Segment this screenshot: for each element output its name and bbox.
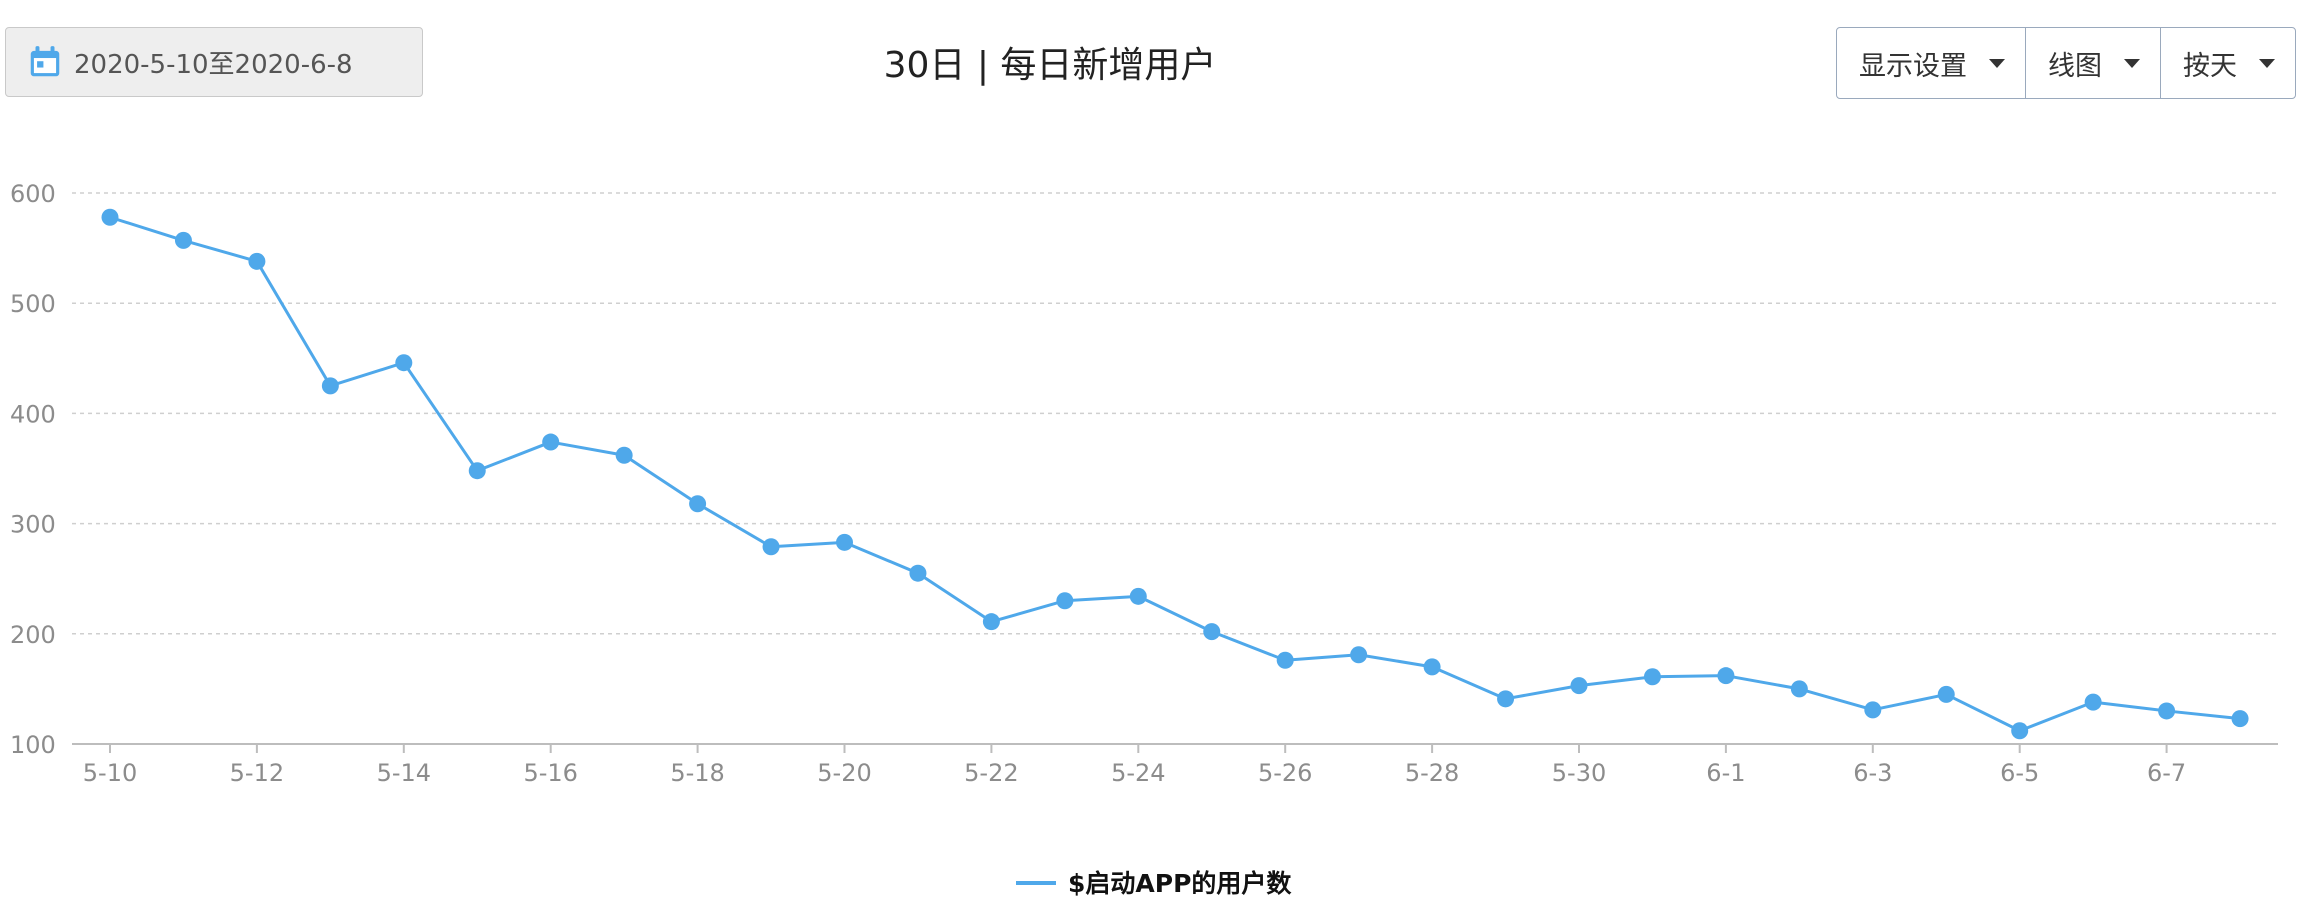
y-tick-label: 500 <box>10 290 56 318</box>
x-tick-label: 6-3 <box>1853 759 1892 787</box>
chart-type-label: 线图 <box>2048 50 2102 82</box>
data-point[interactable] <box>2231 710 2249 728</box>
data-point[interactable] <box>689 495 707 513</box>
chart-title: 30日 | 每日新增用户 <box>883 45 1217 86</box>
x-tick-label: 5-18 <box>670 759 724 787</box>
data-point[interactable] <box>248 252 266 270</box>
x-tick-label: 5-20 <box>817 759 871 787</box>
y-tick-label: 400 <box>10 400 56 428</box>
series-line <box>109 215 2241 733</box>
data-point[interactable] <box>1643 668 1661 686</box>
chevron-down-icon <box>2124 58 2140 68</box>
data-point[interactable] <box>762 538 780 556</box>
x-tick-label: 6-5 <box>2000 759 2039 787</box>
data-point[interactable] <box>1497 690 1515 708</box>
data-point[interactable] <box>1056 592 1074 610</box>
data-point[interactable] <box>2011 722 2029 740</box>
data-point[interactable] <box>1717 667 1735 685</box>
x-tick-label: 5-30 <box>1552 759 1606 787</box>
data-point[interactable] <box>615 446 633 464</box>
x-tick-label: 6-7 <box>2147 759 2186 787</box>
data-point[interactable] <box>101 208 119 226</box>
date-range-label: 2020-5-10至2020-6-8 <box>74 49 353 80</box>
chart-controls: 显示设置 线图 按天 <box>1836 27 2296 99</box>
data-point[interactable] <box>1864 701 1882 719</box>
data-point[interactable] <box>1937 685 1955 703</box>
display-settings-label: 显示设置 <box>1859 50 1967 82</box>
data-point[interactable] <box>174 231 192 249</box>
data-point[interactable] <box>909 564 927 582</box>
y-tick-label: 600 <box>10 180 56 208</box>
data-point[interactable] <box>1350 646 1368 664</box>
data-point[interactable] <box>2084 693 2102 711</box>
data-point[interactable] <box>836 533 853 551</box>
calendar-icon <box>30 46 60 77</box>
y-tick-label: 200 <box>10 621 56 649</box>
x-tick-label: 5-14 <box>377 759 431 787</box>
x-tick-label: 5-28 <box>1405 759 1459 787</box>
display-settings-dropdown[interactable]: 显示设置 <box>1837 28 2025 98</box>
data-point[interactable] <box>982 613 1000 631</box>
x-tick-label: 5-24 <box>1111 759 1165 787</box>
x-tick-label: 5-10 <box>83 759 137 787</box>
chevron-down-icon <box>1989 58 2005 68</box>
x-tick-label: 5-22 <box>964 759 1018 787</box>
granularity-dropdown[interactable]: 按天 <box>2160 28 2295 98</box>
y-tick-label: 100 <box>10 731 56 759</box>
chevron-down-icon <box>2259 58 2275 68</box>
data-point[interactable] <box>321 377 339 395</box>
data-point[interactable] <box>2158 702 2176 720</box>
x-tick-label: 5-12 <box>230 759 284 787</box>
legend-item[interactable]: $启动APP的用户数 <box>1016 869 1292 898</box>
data-point[interactable] <box>1203 623 1221 641</box>
x-tick-label: 5-26 <box>1258 759 1312 787</box>
x-tick-label: 6-1 <box>1706 759 1745 787</box>
data-point[interactable] <box>1790 680 1808 698</box>
chart-type-dropdown[interactable]: 线图 <box>2025 28 2160 98</box>
date-range-picker[interactable]: 2020-5-10至2020-6-8 <box>5 27 423 97</box>
legend-label: $启动APP的用户数 <box>1068 869 1292 898</box>
data-point[interactable] <box>1276 651 1294 669</box>
y-tick-label: 300 <box>10 511 56 539</box>
granularity-label: 按天 <box>2183 50 2237 82</box>
data-point[interactable] <box>1570 677 1588 695</box>
x-tick-label: 5-16 <box>523 759 577 787</box>
data-point[interactable] <box>542 433 560 451</box>
data-point[interactable] <box>1423 658 1441 676</box>
data-point[interactable] <box>1129 587 1147 605</box>
data-point[interactable] <box>468 462 486 480</box>
data-point[interactable] <box>395 354 413 372</box>
